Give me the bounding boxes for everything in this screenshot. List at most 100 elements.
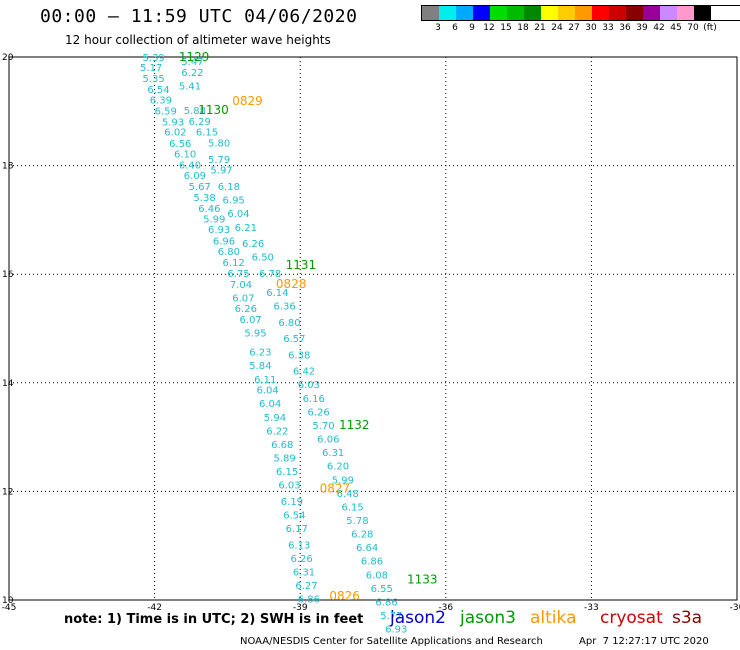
wave-height-label: 5.99 — [332, 475, 354, 486]
wave-height-label: 6.03 — [298, 380, 320, 391]
wave-height-label: 6.23 — [249, 348, 271, 359]
wave-height-label: 5.79 — [208, 155, 230, 166]
wave-height-label: 6.14 — [266, 288, 288, 299]
legend-label: 30 — [585, 23, 597, 33]
legend-swatch — [677, 6, 694, 20]
wave-height-label: 6.48 — [337, 489, 359, 500]
wave-height-label: 6.42 — [293, 367, 315, 378]
wave-height-label: 6.19 — [281, 497, 303, 508]
y-tick-label: 20 — [2, 53, 14, 63]
x-tick-label: -39 — [293, 603, 308, 613]
legend-label: (ft) — [703, 23, 717, 33]
wave-height-label: 6.22 — [181, 68, 203, 79]
legend-label: 42 — [653, 23, 665, 33]
wave-height-label: 6.27 — [295, 581, 317, 592]
wave-height-label: 6.38 — [288, 350, 310, 361]
wave-height-label: 6.31 — [322, 448, 344, 459]
wave-height-label: 6.68 — [271, 440, 293, 451]
wave-height-label: 6.15 — [196, 128, 218, 139]
wave-height-label: 5.89 — [274, 454, 296, 465]
x-tick-label: -30 — [730, 603, 740, 613]
wave-height-label: 6.93 — [385, 625, 407, 636]
legend-swatch — [558, 6, 575, 20]
legend-swatch — [694, 6, 711, 20]
pass-time-label: 0828 — [276, 277, 307, 291]
wave-height-label: 7.04 — [230, 280, 252, 291]
legend-swatch — [456, 6, 473, 20]
wave-height-label: 5.95 — [244, 329, 266, 340]
wave-height-label: 5.67 — [189, 182, 211, 193]
wave-height-label: 6.57 — [283, 334, 305, 345]
wave-height-label: 6.07 — [240, 315, 262, 326]
legend-swatch — [660, 6, 677, 20]
wave-height-label: 6.80 — [218, 247, 240, 258]
legend-labels: 3 6 9 12 15 18 21 24 27 30 33 36 39 42 45 70 (ft) — [421, 23, 740, 35]
legend-label: 27 — [568, 23, 580, 33]
wave-height-label: 5.39 — [142, 53, 164, 64]
wave-height-label: 6.21 — [235, 223, 257, 234]
wave-height-label: 5.80 — [208, 139, 230, 150]
wave-height-label: 5.47 — [181, 57, 203, 68]
wave-height-label: 6.64 — [356, 543, 378, 554]
wave-height-label: 6.15 — [341, 502, 363, 513]
wave-height-label: 6.50 — [252, 253, 274, 264]
pass-time-label: 0826 — [329, 589, 360, 603]
wave-height-label: 5.93 — [162, 117, 184, 128]
chart-title: 00:00 – 11:59 UTC 04/06/2020 — [40, 6, 358, 27]
legend-label: 6 — [452, 23, 458, 33]
wave-height-label: 6.15 — [276, 467, 298, 478]
wave-height-label: 6.36 — [274, 301, 296, 312]
pass-time-label: 1133 — [407, 573, 438, 587]
wave-height-label: 6.86 — [375, 597, 397, 608]
wave-height-label: 6.13 — [288, 540, 310, 551]
legend-label: 9 — [469, 23, 475, 33]
wave-height-label: 5.84 — [249, 361, 271, 372]
wave-height-label: 5.94 — [264, 413, 286, 424]
wave-height-label: 6.96 — [213, 236, 235, 247]
legend-label: 15 — [500, 23, 512, 33]
wave-height-label: 6.95 — [223, 196, 245, 207]
wave-height-label: 5.17 — [140, 63, 162, 74]
wave-height-label: 6.93 — [208, 225, 230, 236]
pass-time-label: 1129 — [179, 50, 210, 64]
wave-height-label: 6.56 — [169, 139, 191, 150]
wave-height-label: 6.07 — [232, 293, 254, 304]
wave-height-label: 6.26 — [235, 304, 257, 315]
color-legend: 3 6 9 12 15 18 21 24 27 30 33 36 39 42 45 70 (ft) — [421, 5, 740, 35]
legend-color-bar — [421, 5, 740, 21]
wave-height-label: 6.03 — [278, 481, 300, 492]
legend-swatch — [473, 6, 490, 20]
legend-swatch — [490, 6, 507, 20]
chart-subtitle: 12 hour collection of altimeter wave hei… — [65, 33, 331, 47]
pass-time-label: 1131 — [286, 258, 317, 272]
footer-note: note: 1) Time is in UTC; 2) SWH is in fe… — [64, 612, 364, 627]
legend-label: 3 — [435, 23, 441, 33]
wave-height-label: 6.86 — [298, 595, 320, 606]
wave-height-label: 5.99 — [203, 215, 225, 226]
legend-label: 18 — [517, 23, 529, 33]
wave-height-label: 6.80 — [278, 318, 300, 329]
wave-height-label: 6.86 — [361, 557, 383, 568]
legend-label: 21 — [534, 23, 546, 33]
y-tick-label: 18 — [2, 162, 14, 172]
wave-height-label: 6.55 — [371, 584, 393, 595]
wave-height-label: 6.04 — [227, 209, 249, 220]
legend-swatch — [592, 6, 609, 20]
wave-height-label: 6.29 — [189, 117, 211, 128]
y-tick-label: 12 — [2, 487, 13, 497]
satellite-label-jason2: jason2 — [390, 608, 446, 628]
legend-swatch — [422, 6, 439, 20]
wave-height-label: 5.78 — [346, 516, 368, 527]
pass-time-label: 1132 — [339, 418, 370, 432]
wave-height-label: 6.22 — [266, 426, 288, 437]
legend-swatch — [507, 6, 524, 20]
legend-label: 33 — [602, 23, 614, 33]
y-tick-label: 14 — [2, 379, 14, 389]
wave-height-label: 6.26 — [242, 239, 264, 250]
wave-height-label: 6.78 — [259, 269, 281, 280]
legend-swatch — [541, 6, 558, 20]
wave-height-label: 6.06 — [317, 435, 339, 446]
legend-label: 24 — [551, 23, 563, 33]
wave-height-label: 6.08 — [366, 570, 388, 581]
